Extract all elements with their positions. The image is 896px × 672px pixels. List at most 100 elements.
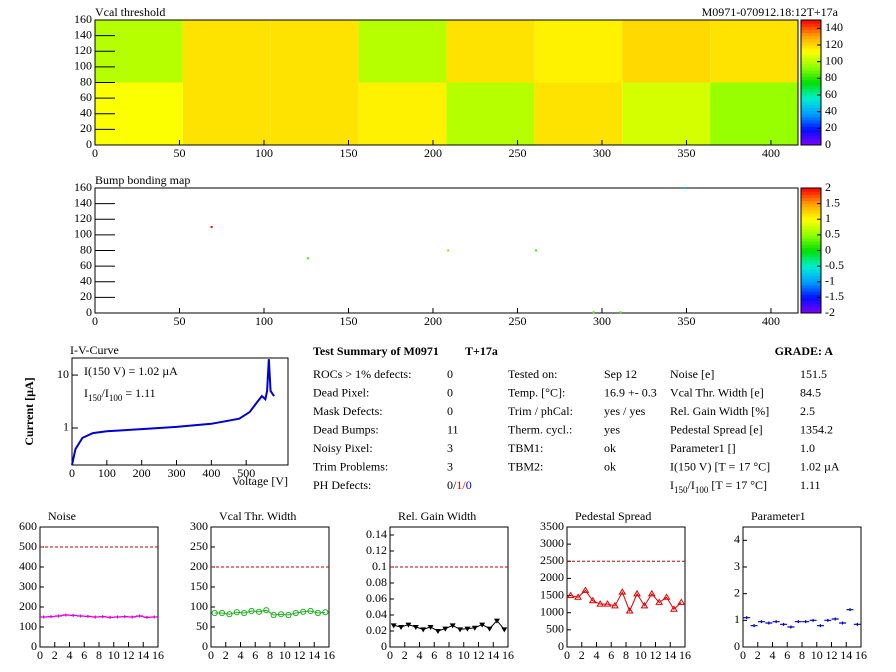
- y-tick-label: 0: [31, 639, 37, 653]
- colorbar-step: [801, 70, 821, 74]
- summary-subtitle: T+17a: [465, 344, 498, 358]
- y-tick-label: 1500: [540, 587, 564, 601]
- x-tick-label: 350: [677, 314, 695, 328]
- marker: [218, 609, 226, 617]
- heat-cell: [446, 20, 535, 83]
- y-tick-label: 0.12: [366, 543, 387, 557]
- marker: [633, 589, 641, 597]
- x-tick-label: 100: [98, 466, 116, 480]
- y-tick-label: 600: [19, 519, 37, 533]
- marker: [750, 624, 758, 628]
- x-tick-label: 4: [770, 648, 776, 662]
- colorbar-step: [801, 303, 821, 308]
- colorbar-step: [801, 132, 821, 137]
- colorbar-step: [801, 35, 821, 40]
- marker: [787, 625, 795, 629]
- y-tick-label: 40: [80, 274, 92, 288]
- marker: [420, 627, 427, 633]
- z-tick-label: -0.5: [825, 258, 844, 272]
- x-tick-label: 0: [92, 146, 98, 160]
- x-tick-label: 6: [431, 648, 437, 662]
- marker: [248, 607, 255, 615]
- marker: [99, 615, 107, 619]
- colorbar-step: [801, 188, 821, 192]
- colorbar-step: [801, 54, 821, 58]
- summary-label: PH Defects:: [313, 478, 371, 492]
- colorbar-step: [801, 138, 821, 143]
- x-tick-label: 4: [238, 648, 244, 662]
- summary-label: Rel. Gain Width [%]: [670, 404, 769, 418]
- y-tick-label: 140: [74, 195, 92, 209]
- colorbar-step: [801, 79, 821, 83]
- colorbar-step: [801, 250, 821, 255]
- colorbar-step: [801, 110, 821, 115]
- marker: [816, 624, 824, 628]
- chart-title: Bump bonding map: [95, 173, 190, 187]
- heat-cell: [446, 82, 535, 145]
- colorbar-step: [801, 51, 821, 55]
- text-part: 0/: [447, 478, 457, 492]
- x-tick-label: 16: [855, 648, 867, 662]
- marker: [285, 611, 292, 619]
- data-line: [43, 614, 155, 618]
- x-tick-label: 4: [594, 648, 600, 662]
- colorbar-step: [801, 98, 821, 102]
- marker: [427, 625, 434, 630]
- colorbar-step: [801, 95, 821, 99]
- heat-cell: [358, 82, 447, 145]
- x-tick-label: 16: [502, 648, 514, 662]
- y-tick-label: 20: [80, 289, 92, 303]
- marker: [277, 611, 285, 618]
- y-tick-label: 160: [74, 180, 92, 194]
- colorbar-step: [801, 244, 821, 248]
- colorbar-step: [801, 238, 821, 242]
- colorbar-step: [801, 141, 821, 146]
- y-tick-label: 3000: [540, 536, 564, 550]
- colorbar-step: [801, 73, 821, 77]
- y-tick-label: 0.1: [372, 559, 387, 573]
- marker: [603, 600, 612, 607]
- y-tick-label: 80: [80, 242, 92, 256]
- x-tick-label: 10: [811, 648, 823, 662]
- y-tick-label: 2: [734, 585, 740, 599]
- x-tick-label: 0: [387, 648, 393, 662]
- marker: [655, 598, 664, 605]
- colorbar-step: [801, 26, 821, 30]
- summary-value: 3: [447, 441, 453, 455]
- plot-frame: [71, 357, 289, 466]
- chart-title: Vcal Thr. Width: [219, 509, 296, 523]
- z-tick-label: 0.5: [825, 227, 840, 241]
- y-tick-label: 400: [19, 559, 37, 573]
- summary-value: yes / yes: [604, 404, 646, 418]
- colorbar-step: [801, 213, 821, 217]
- summary-value: 0: [447, 367, 453, 381]
- x-tick-label: 300: [593, 146, 611, 160]
- z-tick-label: 80: [825, 70, 837, 84]
- marker: [493, 618, 500, 624]
- z-tick-label: 140: [825, 20, 843, 34]
- colorbar-step: [801, 113, 821, 118]
- colorbar-step: [801, 126, 821, 130]
- z-tick-label: -1: [825, 274, 835, 288]
- chart-subtitle: M0971-070912.18:12T+17a: [702, 5, 839, 19]
- heat-cell: [358, 20, 447, 83]
- marker: [412, 625, 419, 630]
- y-tick-label: 160: [74, 12, 92, 26]
- text-part: [T = 17 °C]: [708, 478, 767, 492]
- colorbar-step: [801, 57, 821, 62]
- heat-cell: [534, 20, 623, 83]
- plot-frame: [210, 526, 330, 648]
- marker: [670, 605, 678, 612]
- x-tick-label: 200: [424, 146, 442, 160]
- marker: [77, 614, 85, 618]
- chart-title: Pedestal Spread: [575, 509, 651, 523]
- marker: [434, 629, 441, 634]
- x-tick-label: 2: [223, 648, 229, 662]
- summary-value: 1354.2: [800, 422, 833, 436]
- colorbar-step: [801, 129, 821, 133]
- z-tick-label: 1: [825, 211, 831, 225]
- colorbar-step: [801, 291, 821, 295]
- x-tick-label: 12: [826, 648, 838, 662]
- y-tick-label: 200: [190, 559, 208, 573]
